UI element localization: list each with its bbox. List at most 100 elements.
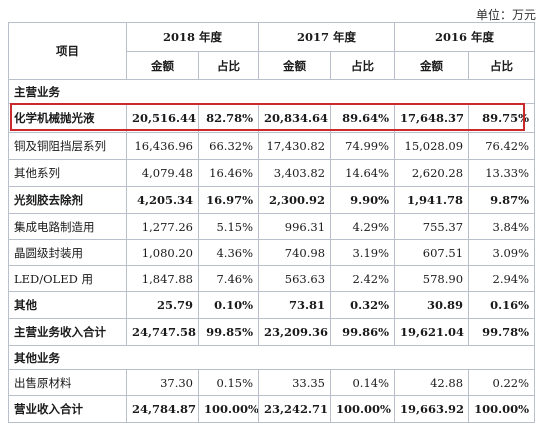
amount-cell: 23,209.36 bbox=[258, 318, 332, 346]
header-row-years: 项目 2018 年度 2017 年度 2016 年度 bbox=[8, 22, 536, 80]
ratio-cell: 0.14% bbox=[330, 369, 396, 396]
amount-cell: 1,847.88 bbox=[126, 265, 199, 292]
row-label: 集成电路制造用 bbox=[8, 213, 127, 240]
ratio-cell: 82.78% bbox=[197, 103, 260, 133]
amount-cell: 20,516.44 bbox=[126, 103, 199, 133]
header-row-columns: 金额 占比 金额 占比 金额 占比 bbox=[9, 51, 536, 80]
amount-cell: 33.35 bbox=[258, 369, 332, 396]
table-row: 晶圆级封装用 1,080.20 4.36% 740.98 3.19% 607.51 3.09… bbox=[8, 239, 536, 266]
amount-cell: 578.90 bbox=[394, 265, 470, 292]
row-label: 光刻胶去除剂 bbox=[8, 186, 127, 214]
ratio-cell: 2.94% bbox=[468, 265, 536, 292]
table-row: 化学机械抛光液 20,516.44 82.78% 20,834.64 89.64% 17,… bbox=[8, 103, 536, 133]
ratio-cell: 0.10% bbox=[197, 291, 260, 319]
amount-cell: 1,277.26 bbox=[126, 213, 199, 240]
ratio-cell: 4.36% bbox=[197, 239, 260, 266]
ratio-cell: 3.09% bbox=[468, 239, 536, 266]
row-label: 铜及铜阻挡层系列 bbox=[8, 132, 127, 160]
row-label: LED/OLED 用 bbox=[8, 265, 127, 292]
table-row: 出售原材料 37.30 0.15% 33.35 0.14% 42.88 0.22% bbox=[8, 369, 536, 396]
ratio-cell: 9.90% bbox=[330, 186, 396, 214]
table-row: 集成电路制造用 1,277.26 5.15% 996.31 4.29% 755.37 3.8… bbox=[8, 213, 536, 240]
ratio-cell: 0.22% bbox=[468, 369, 536, 396]
revenue-table: 项目 2018 年度 2017 年度 2016 年度 金额 占比 金额 占比 金… bbox=[7, 22, 536, 423]
ratio-cell: 100.00% bbox=[197, 395, 260, 423]
amount-cell: 25.79 bbox=[126, 291, 199, 319]
section-row-other: 其他业务 bbox=[7, 345, 536, 370]
header-amount-2016: 金额 bbox=[394, 51, 470, 80]
ratio-cell: 0.15% bbox=[197, 369, 260, 396]
header-ratio-2017: 占比 bbox=[330, 51, 396, 80]
amount-cell: 42.88 bbox=[394, 369, 470, 396]
header-amount-2017: 金额 bbox=[258, 51, 332, 80]
ratio-cell: 76.42% bbox=[468, 132, 536, 160]
ratio-cell: 100.00% bbox=[330, 395, 396, 423]
table-row: LED/OLED 用 1,847.88 7.46% 563.63 2.42% 578.90… bbox=[8, 265, 536, 292]
footer-strip bbox=[0, 424, 544, 442]
table-row: 铜及铜阻挡层系列 16,436.96 66.32% 17,430.82 74.99% 15… bbox=[8, 132, 536, 160]
amount-cell: 2,620.28 bbox=[394, 159, 470, 187]
header-year-2017: 2017 年度 bbox=[258, 22, 396, 52]
ratio-cell: 0.16% bbox=[468, 291, 536, 319]
header-amount-2018: 金额 bbox=[126, 51, 199, 80]
amount-cell: 3,403.82 bbox=[258, 159, 332, 187]
amount-cell: 20,834.64 bbox=[258, 103, 332, 133]
amount-cell: 17,648.37 bbox=[394, 103, 470, 133]
amount-cell: 16,436.96 bbox=[126, 132, 199, 160]
header-ratio-2018: 占比 bbox=[197, 51, 260, 80]
ratio-cell: 9.87% bbox=[468, 186, 536, 214]
table-row: 其他系列 4,079.48 16.46% 3,403.82 14.64% 2,620.28… bbox=[8, 159, 536, 187]
row-label: 营业收入合计 bbox=[8, 395, 127, 423]
section-main-business: 主营业务 bbox=[7, 79, 536, 104]
amount-cell: 15,028.09 bbox=[394, 132, 470, 160]
ratio-cell: 4.29% bbox=[330, 213, 396, 240]
unit-label: 单位：万元 bbox=[475, 8, 536, 22]
amount-cell: 2,300.92 bbox=[258, 186, 332, 214]
row-label: 其他 bbox=[8, 291, 127, 319]
ratio-cell: 16.97% bbox=[197, 186, 260, 214]
amount-cell: 755.37 bbox=[394, 213, 470, 240]
row-label: 出售原材料 bbox=[8, 369, 127, 396]
ratio-cell: 7.46% bbox=[197, 265, 260, 292]
ratio-cell: 16.46% bbox=[197, 159, 260, 187]
ratio-cell: 99.78% bbox=[468, 318, 536, 346]
table-row: 光刻胶去除剂 4,205.34 16.97% 2,300.92 9.90% 1,941.7… bbox=[8, 186, 536, 214]
amount-cell: 23,242.71 bbox=[258, 395, 332, 423]
amount-cell: 24,747.58 bbox=[126, 318, 199, 346]
row-label: 主营业务收入合计 bbox=[8, 318, 127, 346]
amount-cell: 17,430.82 bbox=[258, 132, 332, 160]
amount-cell: 24,784.87 bbox=[126, 395, 199, 423]
header-item: 项目 bbox=[8, 22, 127, 80]
amount-cell: 19,621.04 bbox=[394, 318, 470, 346]
section-row-main: 主营业务 bbox=[7, 79, 536, 104]
ratio-cell: 3.84% bbox=[468, 213, 536, 240]
ratio-cell: 2.42% bbox=[330, 265, 396, 292]
amount-cell: 37.30 bbox=[126, 369, 199, 396]
ratio-cell: 5.15% bbox=[197, 213, 260, 240]
ratio-cell: 100.00% bbox=[468, 395, 536, 423]
ratio-cell: 14.64% bbox=[330, 159, 396, 187]
ratio-cell: 99.85% bbox=[197, 318, 260, 346]
row-label: 其他系列 bbox=[8, 159, 127, 187]
table-row: 主营业务收入合计 24,747.58 99.85% 23,209.36 99.86% 19… bbox=[8, 318, 536, 346]
ratio-cell: 0.32% bbox=[330, 291, 396, 319]
section-other-business: 其他业务 bbox=[7, 345, 536, 370]
ratio-cell: 74.99% bbox=[330, 132, 396, 160]
header-year-2018: 2018 年度 bbox=[125, 22, 260, 52]
table-row: 其他 25.79 0.10% 73.81 0.32% 30.89 0.16% bbox=[8, 291, 536, 319]
header-year-2016: 2016 年度 bbox=[394, 22, 536, 52]
amount-cell: 4,079.48 bbox=[126, 159, 199, 187]
amount-cell: 1,080.20 bbox=[126, 239, 199, 266]
row-label: 晶圆级封装用 bbox=[8, 239, 127, 266]
amount-cell: 563.63 bbox=[258, 265, 332, 292]
ratio-cell: 89.64% bbox=[330, 103, 396, 133]
amount-cell: 73.81 bbox=[258, 291, 332, 319]
header-ratio-2016: 占比 bbox=[468, 51, 536, 80]
row-label: 化学机械抛光液 bbox=[8, 103, 127, 133]
ratio-cell: 99.86% bbox=[330, 318, 396, 346]
amount-cell: 607.51 bbox=[394, 239, 470, 266]
amount-cell: 1,941.78 bbox=[394, 186, 470, 214]
ratio-cell: 3.19% bbox=[330, 239, 396, 266]
amount-cell: 19,663.92 bbox=[394, 395, 470, 423]
table-row: 营业收入合计 24,784.87 100.00% 23,242.71 100.00% 19… bbox=[8, 395, 536, 423]
